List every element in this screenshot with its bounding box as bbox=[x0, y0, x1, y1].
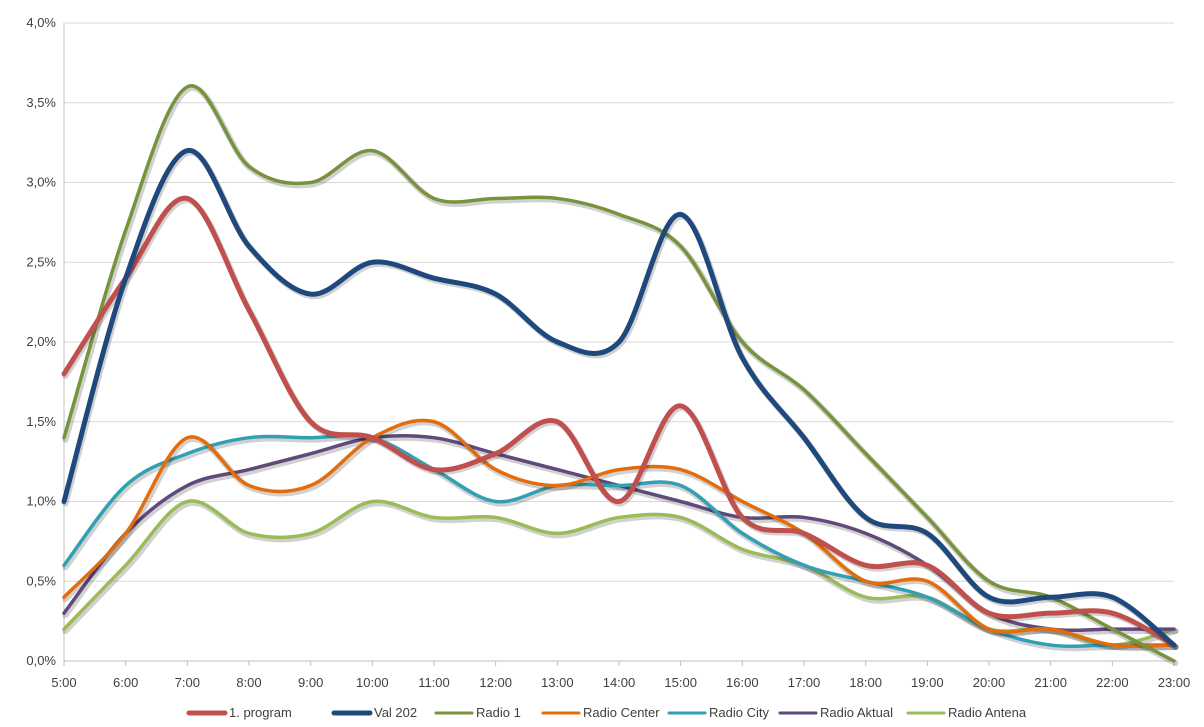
series-line-radio-1 bbox=[62, 84, 1176, 663]
x-tick-label: 17:00 bbox=[788, 675, 821, 690]
legend-label: Radio City bbox=[709, 705, 769, 720]
y-axis: 0,0% 0,5% 1,0% 1,5% 2,0% 2,5% 3,0% 3,5% 4,0% bbox=[26, 15, 65, 668]
x-tick-label: 12:00 bbox=[479, 675, 512, 690]
x-tick-label: 21:00 bbox=[1034, 675, 1067, 690]
x-tick-label: 5:00 bbox=[51, 675, 76, 690]
series-line-val-202 bbox=[61, 148, 1177, 648]
x-axis: 5:00 6:00 7:00 8:00 9:00 10:00 11:00 12:00 13:00… bbox=[51, 661, 1190, 690]
x-tick-label: 16:00 bbox=[726, 675, 759, 690]
series-shadow-1-program bbox=[62, 197, 1179, 651]
y-tick-label: 4,0% bbox=[26, 15, 56, 30]
series-lines bbox=[61, 84, 1179, 666]
x-tick-label: 7:00 bbox=[175, 675, 200, 690]
series-shadow-radio-1 bbox=[62, 84, 1179, 666]
legend-item-radio-aktual: Radio Aktual bbox=[778, 705, 893, 720]
x-tick-label: 15:00 bbox=[664, 675, 697, 690]
legend-label: Radio Center bbox=[583, 705, 660, 720]
x-tick-label: 20:00 bbox=[973, 675, 1006, 690]
x-tick-label: 8:00 bbox=[236, 675, 261, 690]
y-tick-label: 2,0% bbox=[26, 334, 56, 349]
legend-label: Radio Antena bbox=[948, 705, 1027, 720]
series-shadow-val-202 bbox=[62, 149, 1179, 651]
legend-label: Val 202 bbox=[374, 705, 417, 720]
legend-item-radio-1: Radio 1 bbox=[434, 705, 521, 720]
y-tick-label: 3,0% bbox=[26, 175, 56, 190]
legend-label: Radio Aktual bbox=[820, 705, 893, 720]
y-tick-label: 1,0% bbox=[26, 494, 56, 509]
x-tick-label: 10:00 bbox=[356, 675, 389, 690]
y-tick-label: 0,0% bbox=[26, 653, 56, 668]
legend: 1. program Val 202 Radio 1 Radio Center Radi… bbox=[186, 705, 1027, 720]
series-line-radio-center bbox=[62, 418, 1176, 648]
x-tick-label: 9:00 bbox=[298, 675, 323, 690]
y-tick-label: 0,5% bbox=[26, 573, 56, 588]
legend-item-1-program: 1. program bbox=[186, 705, 292, 720]
legend-label: 1. program bbox=[229, 705, 292, 720]
series-line-1-program bbox=[61, 195, 1177, 648]
x-tick-label: 23:00 bbox=[1158, 675, 1191, 690]
x-tick-label: 6:00 bbox=[113, 675, 138, 690]
x-tick-label: 18:00 bbox=[849, 675, 882, 690]
legend-label: Radio 1 bbox=[476, 705, 521, 720]
x-tick-label: 13:00 bbox=[541, 675, 574, 690]
y-tick-label: 3,5% bbox=[26, 95, 56, 110]
y-tick-label: 2,5% bbox=[26, 254, 56, 269]
x-tick-label: 11:00 bbox=[418, 675, 450, 690]
x-tick-label: 14:00 bbox=[603, 675, 636, 690]
legend-item-radio-city: Radio City bbox=[667, 705, 769, 720]
legend-item-val-202: Val 202 bbox=[331, 705, 417, 720]
legend-item-radio-antena: Radio Antena bbox=[906, 705, 1027, 720]
x-tick-label: 19:00 bbox=[911, 675, 944, 690]
x-tick-label: 22:00 bbox=[1096, 675, 1129, 690]
y-tick-label: 1,5% bbox=[26, 414, 56, 429]
legend-item-radio-center: Radio Center bbox=[541, 705, 660, 720]
